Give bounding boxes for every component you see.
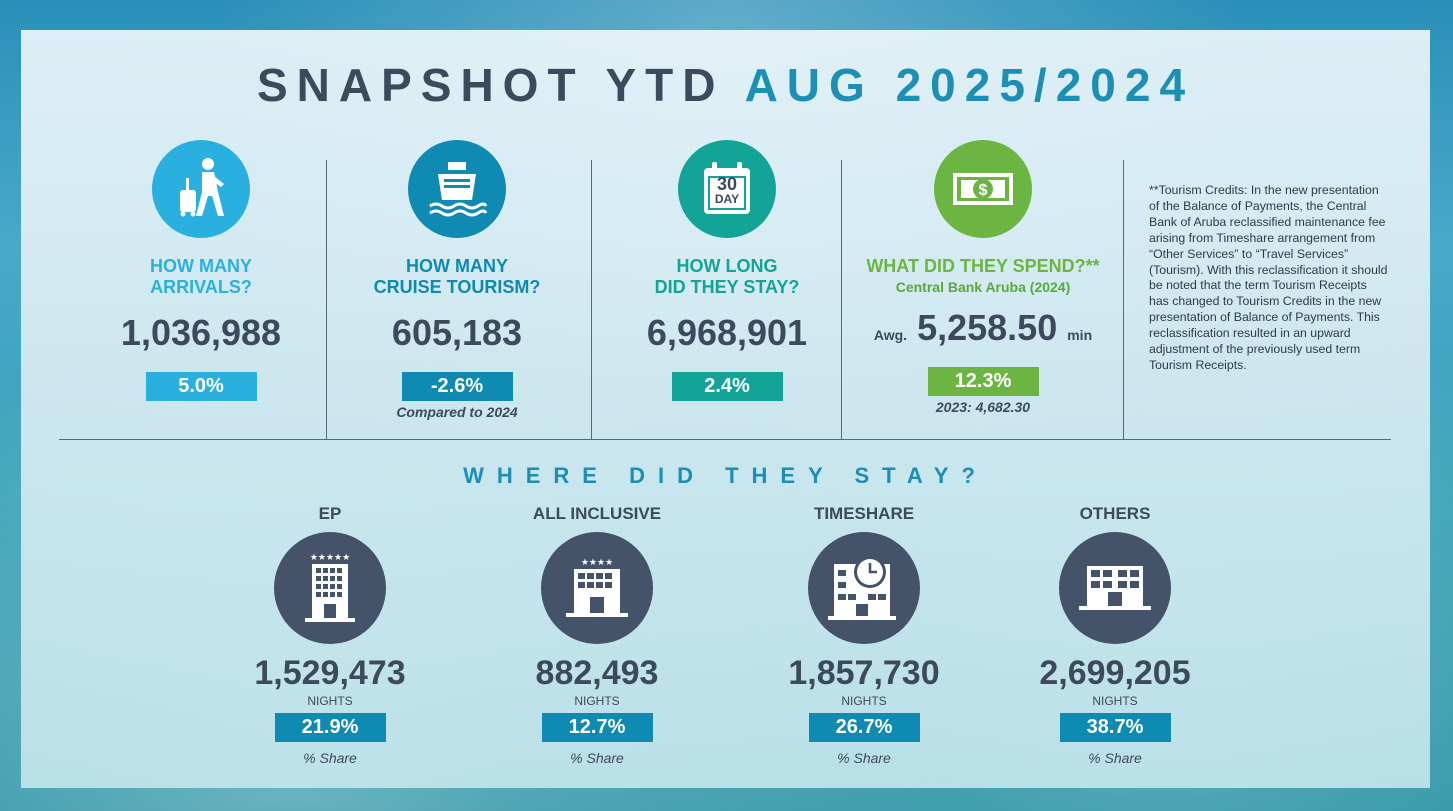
stat-arrivals: HOW MANY ARRIVALS? 1,036,988 5.0% — [91, 140, 311, 401]
spend-change-badge: 12.3% — [927, 367, 1039, 396]
cruise-change-badge: -2.6% — [401, 372, 513, 401]
stay-unit: NIGHTS — [574, 694, 620, 708]
spend-value-row: Awg. 5,258.50 min — [843, 307, 1123, 349]
spend-source: Central Bank Aruba (2024) — [895, 279, 1071, 295]
stay-share-badge: 26.7% — [808, 713, 920, 742]
stay-label: OTHERS — [1079, 504, 1151, 523]
money-icon: $ — [934, 140, 1032, 238]
cruise-compare-note: Compared to 2024 — [396, 404, 518, 420]
calendar-icon: 30 DAY — [678, 140, 776, 238]
svg-text:$: $ — [979, 182, 988, 199]
divider — [591, 160, 592, 440]
share-label: % Share — [837, 750, 891, 766]
building-icon — [1059, 532, 1171, 644]
svg-text:★★★★: ★★★★ — [581, 558, 613, 568]
stay-unit: NIGHTS — [1092, 694, 1138, 708]
stay-length-question: HOW LONG DID THEY STAY? — [654, 256, 800, 297]
page-title: SNAPSHOT YTD AUG 2025/2024 — [21, 58, 1430, 112]
calendar-label: DAY — [714, 192, 740, 206]
divider — [1123, 160, 1124, 440]
stay-label: EP — [318, 504, 342, 523]
share-label: % Share — [1088, 750, 1142, 766]
stay-length-change-badge: 2.4% — [671, 372, 783, 401]
spend-suffix: min — [1067, 327, 1093, 343]
share-label: % Share — [303, 750, 357, 766]
spend-value: 5,258.50 — [917, 307, 1058, 348]
calendar-number: 30 — [716, 174, 738, 194]
stay-share-badge: 38.7% — [1059, 713, 1171, 742]
stay-ep: EP ★★★★★ 1,529,473 NIGHTS 21.9% % Share — [220, 504, 440, 766]
stay-value: 1,529,473 — [254, 654, 406, 692]
infographic-panel: SNAPSHOT YTD AUG 2025/2024 HOW MANY ARRI… — [21, 30, 1430, 788]
stat-stay-length: 30 DAY HOW LONG DID THEY STAY? 6,968,901… — [613, 140, 841, 401]
hotel-four-star-icon: ★★★★ — [541, 532, 653, 644]
stat-spending: $ WHAT DID THEY SPEND?** Central Bank Ar… — [843, 140, 1123, 415]
spend-prefix: Awg. — [873, 327, 908, 343]
svg-text:★★★★★: ★★★★★ — [310, 553, 350, 563]
stay-all-inclusive: ALL INCLUSIVE ★★★★ 882,493 NIGHTS 12.7% … — [487, 504, 707, 766]
hotel-five-star-icon: ★★★★★ — [274, 532, 386, 644]
cruise-ship-icon — [408, 140, 506, 238]
title-part-1: SNAPSHOT YTD — [256, 59, 725, 111]
stay-length-value: 6,968,901 — [646, 312, 808, 353]
divider — [841, 160, 842, 440]
divider — [326, 160, 327, 440]
arrivals-value: 1,036,988 — [120, 312, 282, 353]
spend-question: WHAT DID THEY SPEND?** — [866, 256, 1100, 276]
traveler-icon — [152, 140, 250, 238]
cruise-question: HOW MANY CRUISE TOURISM? — [373, 256, 541, 297]
share-label: % Share — [570, 750, 624, 766]
stay-label: ALL INCLUSIVE — [532, 504, 662, 523]
timeshare-clock-icon — [808, 532, 920, 644]
tourism-credits-note: **Tourism Credits: In the new presentati… — [1149, 183, 1388, 372]
stat-cruise: HOW MANY CRUISE TOURISM? 605,183 -2.6% C… — [347, 140, 567, 420]
stay-share-badge: 21.9% — [274, 713, 386, 742]
stay-others: OTHERS 2,699,205 NIGHTS 38.7% % Share — [1005, 504, 1225, 766]
spend-previous-note: 2023: 4,682.30 — [935, 399, 1031, 415]
stay-value: 882,493 — [535, 654, 659, 692]
stay-section-title: WHERE DID THEY STAY? — [463, 463, 988, 488]
stay-value: 1,857,730 — [788, 654, 940, 692]
arrivals-change-badge: 5.0% — [145, 372, 257, 401]
arrivals-question: HOW MANY ARRIVALS? — [150, 256, 252, 297]
stay-label: TIMESHARE — [813, 504, 915, 523]
stay-unit: NIGHTS — [307, 694, 353, 708]
stay-share-badge: 12.7% — [541, 713, 653, 742]
stay-unit: NIGHTS — [841, 694, 887, 708]
title-part-2: AUG 2025/2024 — [744, 59, 1195, 111]
stay-timeshare: TIMESHARE 1,857,730 NIGHTS 26.7% % Share — [754, 504, 974, 766]
stay-value: 2,699,205 — [1039, 654, 1191, 692]
horizontal-divider — [59, 439, 1391, 440]
cruise-value: 605,183 — [391, 312, 523, 353]
